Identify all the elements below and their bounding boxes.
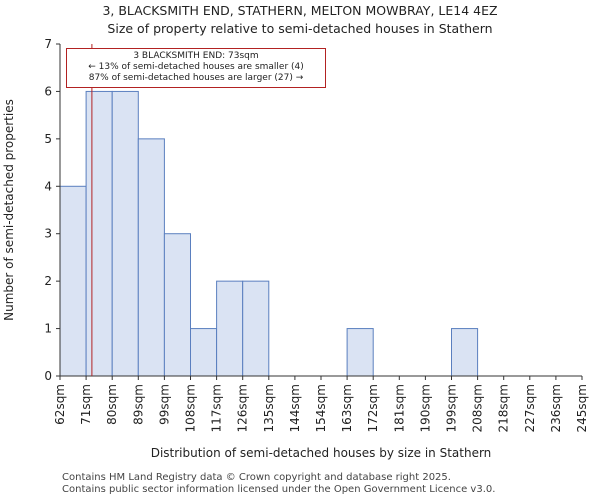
x-tick-label: 62sqm <box>53 384 67 425</box>
histogram-bar <box>59 185 87 377</box>
x-tick-label: 99sqm <box>157 384 171 425</box>
x-tick-label: 227sqm <box>523 384 537 432</box>
footer-copyright: Contains HM Land Registry data © Crown c… <box>62 472 451 483</box>
x-axis-label: Distribution of semi-detached houses by … <box>151 446 492 460</box>
histogram-bar <box>216 280 244 377</box>
histogram-bar <box>346 328 374 377</box>
y-tick-label: 2 <box>44 274 52 288</box>
histogram-bar <box>242 280 270 377</box>
y-tick-label: 5 <box>44 132 52 146</box>
x-tick-label: 236sqm <box>549 384 563 432</box>
x-tick-label: 208sqm <box>471 384 485 432</box>
footer-licence: Contains public sector information licen… <box>62 484 496 495</box>
histogram-bar <box>111 90 139 377</box>
chart-title: 3, BLACKSMITH END, STATHERN, MELTON MOWB… <box>102 3 498 18</box>
histogram-bar <box>163 233 191 377</box>
property-annotation-box: 3 BLACKSMITH END: 73sqm ← 13% of semi-de… <box>66 48 326 88</box>
x-tick-label: 80sqm <box>105 384 119 425</box>
x-tick-label: 163sqm <box>340 384 354 432</box>
histogram-bar <box>85 90 113 377</box>
histogram-bar <box>190 328 218 377</box>
x-tick-label: 117sqm <box>210 384 224 432</box>
histogram-bar <box>451 328 479 377</box>
y-tick-label: 3 <box>44 227 52 241</box>
y-tick-label: 0 <box>44 369 52 383</box>
x-tick-label: 245sqm <box>575 384 589 432</box>
x-tick-label: 181sqm <box>392 384 406 432</box>
x-tick-label: 135sqm <box>262 384 276 432</box>
y-tick-label: 4 <box>44 179 52 193</box>
x-tick-label: 126sqm <box>236 384 250 432</box>
y-axis-label: Number of semi-detached properties <box>2 99 16 321</box>
x-tick-label: 71sqm <box>79 384 93 425</box>
y-tick-label: 1 <box>44 322 52 336</box>
x-tick-label: 218sqm <box>497 384 511 432</box>
x-tick-label: 172sqm <box>366 384 380 432</box>
y-tick-label: 6 <box>44 84 52 98</box>
x-tick-label: 89sqm <box>131 384 145 425</box>
y-tick-label: 7 <box>44 37 52 51</box>
x-tick-label: 108sqm <box>184 384 198 432</box>
annotation-line-smaller: ← 13% of semi-detached houses are smalle… <box>88 62 304 72</box>
annotation-line-property: 3 BLACKSMITH END: 73sqm <box>133 51 259 61</box>
histogram-bar <box>137 138 165 377</box>
annotation-line-larger: 87% of semi-detached houses are larger (… <box>88 73 304 83</box>
x-tick-label: 154sqm <box>314 384 328 432</box>
x-tick-label: 144sqm <box>288 384 302 432</box>
x-tick-label: 199sqm <box>445 384 459 432</box>
x-tick-label: 190sqm <box>418 384 432 432</box>
chart-subtitle: Size of property relative to semi-detach… <box>107 21 493 36</box>
